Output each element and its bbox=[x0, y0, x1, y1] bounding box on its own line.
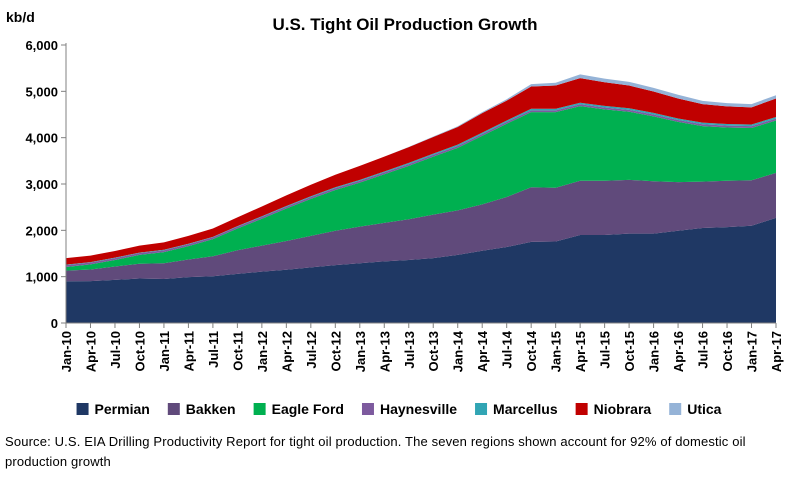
x-tick-label: Jul-16 bbox=[696, 331, 711, 369]
x-tick-label: Jan-16 bbox=[647, 331, 662, 372]
y-tick-label: 5,000 bbox=[25, 84, 58, 99]
legend-label: Permian bbox=[95, 401, 150, 417]
x-tick-label: Apr-13 bbox=[377, 331, 392, 372]
x-tick-label: Jan-12 bbox=[255, 331, 270, 372]
legend: Permian Bakken Eagle Ford Haynesville Marcel… bbox=[76, 401, 722, 417]
x-tick-label: Jul-13 bbox=[402, 331, 417, 369]
y-tick-label: 1,000 bbox=[25, 270, 58, 285]
legend-item-utica: Utica bbox=[669, 401, 722, 417]
y-axis-label: kb/d bbox=[6, 9, 35, 25]
area-eagle-ford bbox=[66, 106, 776, 271]
x-tick-label: Jan-13 bbox=[353, 331, 368, 372]
legend-item-haynesville: Haynesville bbox=[361, 401, 457, 417]
legend-label: Bakken bbox=[186, 401, 236, 417]
x-tick-label: Jan-11 bbox=[157, 331, 172, 371]
legend-swatch bbox=[669, 403, 682, 415]
x-tick-label: Oct-12 bbox=[328, 331, 343, 371]
source-note: Source: U.S. EIA Drilling Productivity R… bbox=[5, 434, 746, 469]
x-tick-label: Oct-13 bbox=[426, 331, 441, 371]
y-tick-label: 0 bbox=[51, 316, 58, 331]
legend-label: Eagle Ford bbox=[272, 401, 344, 417]
chart-title: U.S. Tight Oil Production Growth bbox=[272, 15, 537, 34]
x-tick-label: Jan-15 bbox=[549, 331, 564, 372]
area-bakken bbox=[66, 172, 776, 282]
x-tick-label: Oct-15 bbox=[622, 331, 637, 371]
x-tick-label: Apr-16 bbox=[671, 331, 686, 372]
legend-item-niobrara: Niobrara bbox=[575, 401, 652, 417]
legend-item-bakken: Bakken bbox=[167, 401, 236, 417]
legend-label: Marcellus bbox=[493, 401, 558, 417]
x-tick-label: Oct-16 bbox=[720, 331, 735, 371]
legend-swatch bbox=[361, 403, 374, 415]
x-tick-label: Oct-14 bbox=[524, 330, 539, 371]
x-tick-label: Apr-10 bbox=[83, 331, 98, 372]
x-tick-label: Oct-10 bbox=[132, 331, 147, 371]
x-tick-label: Apr-11 bbox=[181, 331, 196, 371]
legend-item-marcellus: Marcellus bbox=[475, 401, 558, 417]
x-tick-label: Jul-12 bbox=[304, 331, 319, 369]
x-tick-label: Jul-14 bbox=[500, 330, 515, 368]
y-tick-label: 3,000 bbox=[25, 177, 58, 192]
legend-label: Utica bbox=[687, 401, 721, 417]
legend-swatch bbox=[167, 403, 180, 415]
y-tick-label: 6,000 bbox=[25, 38, 58, 53]
legend-swatch bbox=[76, 403, 89, 415]
legend-item-eagle-ford: Eagle Ford bbox=[253, 401, 344, 417]
x-tick-label: Oct-11 bbox=[230, 331, 245, 371]
area-niobrara bbox=[66, 78, 776, 265]
x-tick-label: Apr-17 bbox=[769, 331, 784, 372]
legend-swatch bbox=[253, 403, 266, 415]
area-series-group bbox=[66, 74, 776, 323]
x-tick-label: Jan-10 bbox=[59, 331, 74, 372]
x-tick-label: Apr-12 bbox=[279, 331, 294, 372]
legend-label: Niobrara bbox=[594, 401, 652, 417]
x-tick-label: Jul-15 bbox=[598, 331, 613, 369]
x-tick-label: Jan-14 bbox=[451, 330, 466, 372]
legend-label: Haynesville bbox=[380, 401, 457, 417]
x-tick-label: Apr-15 bbox=[573, 331, 588, 372]
y-tick-label: 2,000 bbox=[25, 223, 58, 238]
axes: 0 1,000 2,000 3,000 4,000 5,000 6,000 Jan-10 Apr… bbox=[25, 38, 784, 372]
x-tick-label: Apr-14 bbox=[475, 330, 490, 372]
x-tick-label: Jul-11 bbox=[206, 331, 221, 368]
x-tick-label: Jul-10 bbox=[108, 331, 123, 369]
legend-swatch bbox=[575, 403, 588, 415]
chart: U.S. Tight Oil Production Growth kb/d 0 1… bbox=[6, 9, 784, 417]
x-tick-label: Jan-17 bbox=[745, 331, 760, 372]
area-permian bbox=[66, 217, 776, 323]
legend-item-permian: Permian bbox=[76, 401, 150, 417]
legend-swatch bbox=[475, 403, 488, 415]
y-tick-label: 4,000 bbox=[25, 131, 58, 146]
